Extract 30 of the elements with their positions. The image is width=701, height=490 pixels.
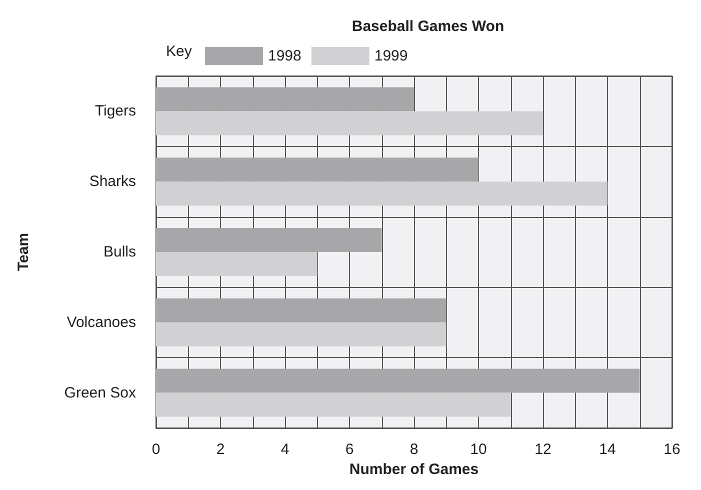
y-tick-label: Sharks bbox=[89, 173, 136, 190]
x-tick-label: 4 bbox=[280, 441, 290, 458]
bar bbox=[156, 111, 543, 136]
bar bbox=[156, 87, 414, 112]
bar bbox=[156, 368, 640, 393]
x-tick-label: 2 bbox=[216, 441, 225, 458]
y-tick-label: Bulls bbox=[103, 244, 136, 260]
bar bbox=[156, 322, 446, 346]
legend-label: 1998 bbox=[268, 48, 302, 64]
bar bbox=[156, 392, 511, 417]
chart-title: Baseball Games Won bbox=[352, 18, 504, 35]
bar bbox=[156, 228, 382, 252]
x-tick-label: 14 bbox=[599, 441, 616, 458]
x-tick-label: 10 bbox=[470, 441, 487, 458]
bar bbox=[156, 298, 446, 322]
y-tick-label: Tigers bbox=[94, 102, 136, 120]
x-tick-label: 12 bbox=[534, 441, 552, 458]
x-axis-title: Number of Games bbox=[349, 461, 479, 478]
x-tick-label: 6 bbox=[345, 441, 354, 458]
x-tick-label: 8 bbox=[410, 441, 418, 458]
y-tick-label: Volcanoes bbox=[66, 314, 136, 331]
x-tick-label: 0 bbox=[152, 441, 160, 458]
legend-label: 1999 bbox=[374, 48, 408, 64]
bar bbox=[156, 158, 478, 182]
legend-title: Key bbox=[166, 43, 192, 60]
bar bbox=[156, 252, 318, 276]
y-tick-label: Green Sox bbox=[64, 384, 136, 402]
y-axis-title: Team bbox=[15, 232, 32, 272]
x-tick-label: 16 bbox=[664, 441, 680, 458]
bar bbox=[156, 182, 608, 206]
